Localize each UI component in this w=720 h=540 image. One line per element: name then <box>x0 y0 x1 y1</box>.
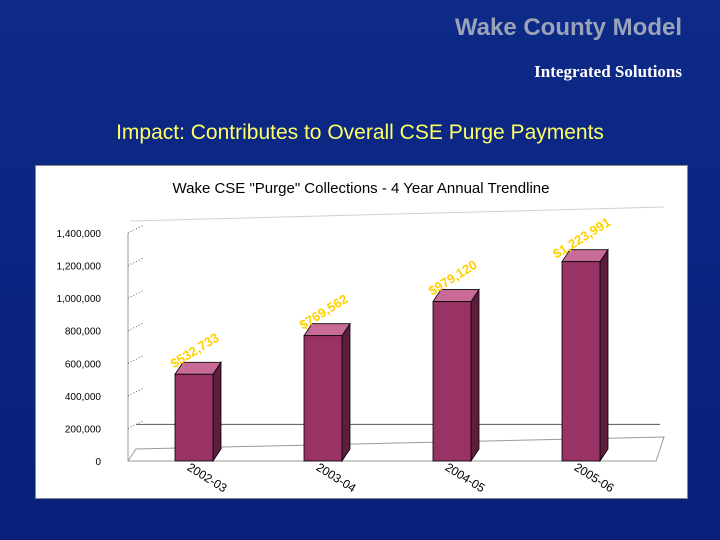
y-tick-label: 1,400,000 <box>57 229 102 240</box>
bar <box>303 335 343 462</box>
x-tick-label: 2005-06 <box>572 460 617 495</box>
gridline <box>127 289 145 299</box>
y-tick-label: 0 <box>95 457 101 468</box>
bar-side <box>341 322 351 463</box>
y-tick-label: 400,000 <box>65 392 102 403</box>
bar-side <box>212 360 222 463</box>
x-tick-label: 2004-05 <box>443 460 488 495</box>
gridline <box>127 322 145 332</box>
chart-title: Wake CSE "Purge" Collections - 4 Year An… <box>173 180 550 197</box>
y-tick-label: 800,000 <box>65 327 102 338</box>
gridline <box>127 354 145 364</box>
bar-side <box>470 288 480 463</box>
x-tick-label: 2002-03 <box>185 460 230 495</box>
slide-title: Wake County Model <box>454 14 682 41</box>
bar <box>174 373 214 462</box>
y-tick-label: 1,000,000 <box>57 294 102 305</box>
slide-headline: Impact: Contributes to Overall CSE Purge… <box>116 121 604 144</box>
y-tick-label: 600,000 <box>65 359 102 370</box>
gridline <box>127 387 145 397</box>
bar <box>432 301 472 462</box>
y-tick-label: 200,000 <box>65 424 102 435</box>
bar-side <box>599 248 609 463</box>
slide-subtitle: Integrated Solutions <box>534 62 682 81</box>
gridline <box>127 257 145 266</box>
gridline <box>127 224 145 234</box>
x-tick-label: 2003-04 <box>314 460 359 495</box>
bar <box>561 261 601 462</box>
bar-chart: Wake CSE "Purge" Collections - 4 Year An… <box>57 180 665 495</box>
chart-wall-top <box>129 206 665 222</box>
y-tick-label: 1,200,000 <box>57 262 102 273</box>
chart-floor <box>127 436 665 462</box>
chart-panel: Wake CSE "Purge" Collections - 4 Year An… <box>35 165 688 499</box>
